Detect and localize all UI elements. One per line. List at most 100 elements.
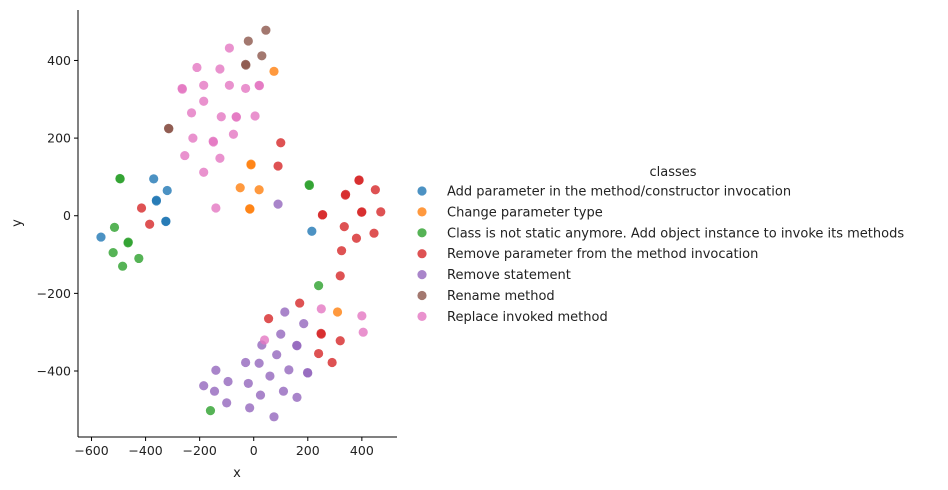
data-point-s4-17 [265,371,275,381]
y-tick-label-1: −200 [37,286,71,301]
data-point-s3-15 [351,233,362,243]
data-point-s5-2 [257,51,267,61]
data-point-s5-0 [261,25,271,35]
data-point-s3-1 [273,161,283,171]
data-point-s4-14 [223,376,233,387]
data-point-s6-22 [199,167,209,177]
data-point-s2-5 [108,248,118,258]
legend-entry-5: Rename method [447,289,555,304]
legend-marker-0 [417,186,427,196]
data-point-s0-6 [161,216,171,226]
data-point-s6-12 [216,112,226,122]
legend-entry-3: Remove parameter from the method invocat… [447,247,758,262]
data-point-s2-2 [109,222,120,232]
data-point-s6-23 [211,203,221,213]
data-point-s6-20 [180,150,190,161]
data-point-s3-22 [316,328,326,338]
data-point-s4-23 [245,403,255,413]
y-tick-label-0: −400 [37,364,71,379]
data-point-s3-23 [314,348,324,359]
data-point-s3-20 [263,314,274,324]
data-point-s6-0 [224,43,234,53]
data-point-s0-4 [162,185,172,196]
data-point-s4-8 [254,358,264,368]
data-point-s6-1 [192,62,202,73]
data-point-s3-5 [317,210,327,220]
data-point-s0-3 [151,196,161,206]
data-point-s3-19 [295,298,305,308]
data-point-s6-16 [188,133,198,143]
data-point-s4-24 [269,412,279,422]
data-point-s6-24 [316,304,326,314]
y-tick-label-3: 200 [47,131,71,146]
data-point-s4-5 [292,340,302,350]
data-point-s3-13 [376,207,386,217]
data-point-s6-9 [241,83,251,94]
data-point-s3-2 [136,203,147,213]
legend-entry-1: Change parameter type [447,205,603,220]
legend-title: classes [649,165,696,180]
data-point-s4-16 [243,378,253,389]
data-point-s3-16 [369,228,379,238]
y-ticks: −400 −200 0 200 400 [37,53,78,379]
x-tick-label-4: 200 [296,443,320,458]
data-point-s2-4 [123,237,133,247]
data-point-s4-10 [284,365,294,375]
data-point-s1-0 [269,66,279,76]
y-tick-label-2: 0 [63,208,71,223]
data-point-s4-18 [209,386,220,396]
data-point-s2-9 [304,180,315,191]
legend-marker-6 [417,311,427,321]
data-point-s2-11 [205,406,216,416]
data-point-s4-13 [211,365,221,375]
x-tick-label-2: −200 [182,443,216,458]
data-point-s6-26 [358,327,368,337]
legend-marker-3 [417,249,427,259]
legend: classes Add parameter in the method/cons… [417,165,904,325]
data-point-s5-4 [241,60,251,70]
data-point-s4-3 [276,329,286,339]
points-layer [96,25,386,422]
data-point-s1-4 [254,185,264,195]
data-point-s1-3 [235,183,245,193]
data-point-s4-12 [302,367,313,378]
data-point-s6-14 [231,112,242,122]
data-point-s2-6 [118,261,128,271]
data-point-s4-1 [280,307,290,317]
data-point-s1-2 [246,160,256,170]
legend-marker-4 [417,270,427,280]
data-point-s6-18 [208,137,219,147]
x-ticks: −600 −400 −200 0 200 400 [74,437,374,458]
data-point-s4-9 [272,350,282,360]
data-point-s4-15 [199,381,209,391]
data-point-s2-10 [314,281,324,291]
x-axis-label: x [233,466,241,481]
data-point-s6-6 [224,80,234,90]
data-point-s5-6 [164,124,174,134]
data-point-s2-1 [115,174,125,184]
data-point-s1-6 [245,204,255,214]
data-point-s3-0 [276,138,286,148]
legend-marker-1 [417,207,427,217]
legend-entry-2: Class is not static anymore. Add object … [447,226,904,241]
x-tick-label-5: 400 [350,443,374,458]
data-point-s6-5 [199,80,209,90]
legend-entry-0: Add parameter in the method/constructor … [447,185,791,200]
data-point-s4-22 [222,398,232,408]
x-tick-label-3: 0 [250,443,258,458]
data-point-s2-7 [134,253,144,264]
data-point-s6-19 [228,129,239,139]
data-point-s6-25 [357,311,367,321]
data-point-s3-3 [145,219,155,229]
data-point-s6-21 [215,153,225,163]
data-point-s0-0 [96,232,106,242]
data-point-s4-21 [292,392,302,403]
data-point-s6-8 [254,81,264,91]
legend-entry-6: Replace invoked method [447,310,608,325]
y-tick-label-4: 400 [47,53,71,68]
data-point-s6-2 [215,64,225,74]
data-point-s6-4 [177,84,187,94]
data-point-s3-18 [335,271,345,281]
legend-entry-4: Remove statement [447,268,571,283]
